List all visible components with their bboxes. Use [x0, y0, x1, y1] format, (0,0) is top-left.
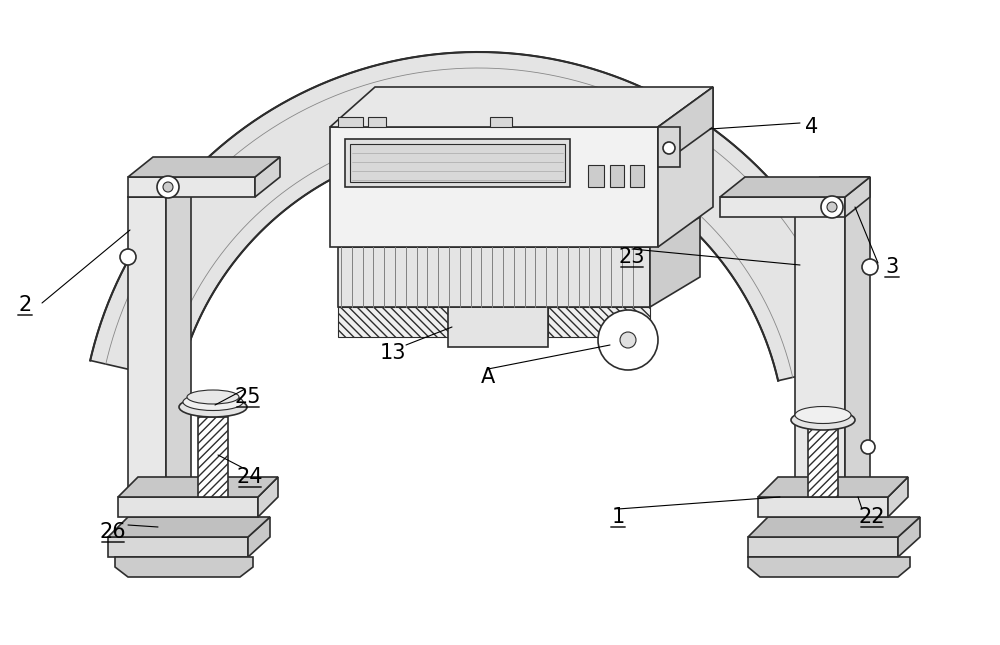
Polygon shape: [108, 537, 248, 557]
Polygon shape: [255, 157, 280, 197]
Polygon shape: [198, 417, 228, 497]
Bar: [345, 139, 570, 187]
Polygon shape: [448, 307, 548, 347]
Bar: [368, 117, 386, 127]
Text: 24: 24: [237, 467, 263, 487]
Ellipse shape: [120, 249, 136, 265]
Polygon shape: [128, 157, 280, 177]
Polygon shape: [90, 52, 866, 381]
Ellipse shape: [163, 182, 173, 192]
Polygon shape: [758, 497, 888, 517]
Polygon shape: [658, 87, 713, 167]
Polygon shape: [108, 517, 270, 537]
Polygon shape: [118, 477, 278, 497]
Text: 23: 23: [619, 247, 645, 267]
Polygon shape: [330, 127, 658, 247]
Text: 25: 25: [235, 387, 261, 407]
Ellipse shape: [861, 440, 875, 454]
Text: A: A: [481, 367, 495, 387]
Polygon shape: [758, 477, 908, 497]
Polygon shape: [845, 177, 870, 497]
Polygon shape: [658, 87, 713, 247]
Bar: [658, 127, 680, 167]
Ellipse shape: [795, 406, 851, 424]
Bar: [588, 165, 604, 187]
Polygon shape: [338, 307, 448, 337]
Ellipse shape: [862, 259, 878, 275]
Ellipse shape: [187, 390, 239, 404]
Ellipse shape: [821, 196, 843, 218]
Polygon shape: [166, 177, 191, 497]
Ellipse shape: [827, 202, 837, 212]
Polygon shape: [720, 197, 845, 217]
Bar: [350, 144, 565, 182]
Polygon shape: [748, 537, 898, 557]
Polygon shape: [888, 477, 908, 517]
Polygon shape: [650, 217, 700, 307]
Polygon shape: [808, 427, 838, 497]
Polygon shape: [118, 497, 258, 517]
Polygon shape: [548, 307, 650, 337]
Polygon shape: [845, 177, 870, 217]
Ellipse shape: [157, 176, 179, 198]
Polygon shape: [330, 87, 713, 127]
Polygon shape: [115, 557, 253, 577]
Ellipse shape: [663, 142, 675, 154]
Polygon shape: [128, 177, 255, 197]
Ellipse shape: [598, 310, 658, 370]
Text: 26: 26: [100, 522, 126, 542]
Text: 22: 22: [859, 507, 885, 527]
Ellipse shape: [179, 397, 247, 417]
Polygon shape: [128, 177, 191, 197]
Text: 3: 3: [885, 257, 899, 277]
Polygon shape: [248, 517, 270, 557]
Ellipse shape: [183, 393, 243, 410]
Polygon shape: [748, 517, 920, 537]
Bar: [610, 165, 624, 187]
Ellipse shape: [620, 332, 636, 348]
Polygon shape: [258, 477, 278, 517]
Polygon shape: [795, 177, 870, 197]
Text: 2: 2: [18, 295, 32, 315]
Polygon shape: [720, 177, 870, 197]
Polygon shape: [338, 247, 650, 307]
Polygon shape: [128, 197, 166, 497]
Polygon shape: [898, 517, 920, 557]
Polygon shape: [795, 197, 845, 497]
Text: 13: 13: [380, 343, 406, 363]
Bar: [630, 165, 644, 187]
Bar: [338, 117, 363, 127]
Bar: [490, 117, 512, 127]
Text: 4: 4: [805, 117, 819, 137]
Text: 1: 1: [611, 507, 625, 527]
Polygon shape: [338, 217, 700, 247]
Polygon shape: [748, 557, 910, 577]
Ellipse shape: [791, 410, 855, 430]
